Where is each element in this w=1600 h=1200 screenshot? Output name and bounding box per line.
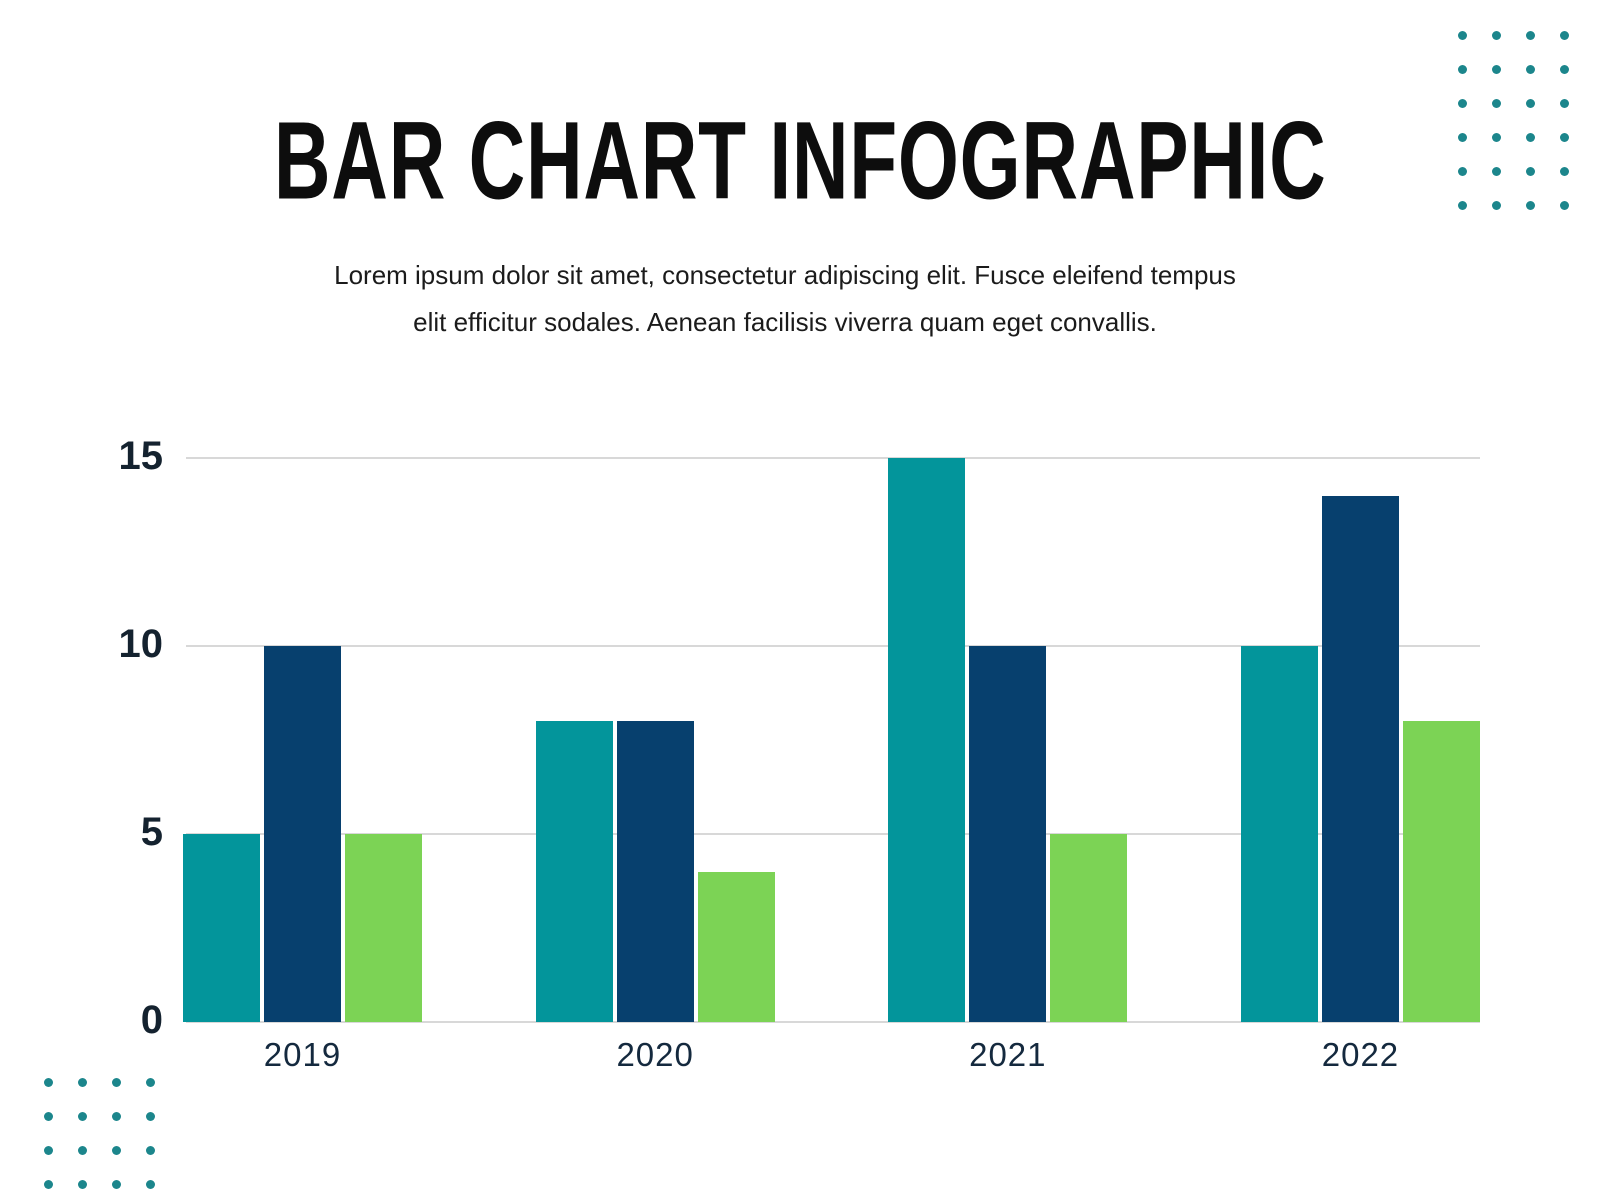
bar-group-2022 (1240, 458, 1480, 1022)
decor-dot (78, 1146, 87, 1155)
dot-grid-bottom-left (44, 1078, 155, 1189)
bar-green-series-2020 (697, 871, 775, 1022)
bar-navy-series-2019 (264, 646, 341, 1022)
decor-dot (146, 1146, 155, 1155)
decor-dot (1526, 133, 1535, 142)
decor-dot (146, 1112, 155, 1121)
decor-dot (1458, 133, 1467, 142)
decor-dot (1526, 65, 1535, 74)
y-tick-label-15: 15 (118, 434, 164, 478)
bar-green-series-2021 (1050, 834, 1128, 1022)
decor-dot (1458, 167, 1467, 176)
subtitle-line-2: elit efficitur sodales. Aenean facilisis… (413, 307, 1157, 337)
page-title: BAR CHART INFOGRAPHIC (0, 99, 1600, 223)
decor-dot (1560, 167, 1569, 176)
decor-dot (112, 1146, 121, 1155)
bar-group-2020 (535, 458, 775, 1022)
decor-dot (1560, 31, 1569, 40)
decor-dot (44, 1146, 53, 1155)
page-subtitle: Lorem ipsum dolor sit amet, consectetur … (0, 252, 1570, 346)
y-tick-label-5: 5 (140, 810, 163, 854)
bar-teal-series-2019 (183, 834, 260, 1022)
page-title-text: BAR CHART INFOGRAPHIC (273, 99, 1327, 223)
decor-dot (78, 1180, 87, 1189)
bar-green-series-2019 (345, 834, 422, 1022)
decor-dot (1492, 133, 1501, 142)
decor-dot (1526, 167, 1535, 176)
decor-dot (1526, 99, 1535, 108)
decor-dot (146, 1180, 155, 1189)
bar-teal-series-2021 (888, 458, 966, 1022)
gridline-10 (186, 645, 1480, 647)
decor-dot (112, 1180, 121, 1189)
decor-dot (78, 1078, 87, 1087)
decor-dot (112, 1112, 121, 1121)
dot-grid-top-right (1458, 31, 1569, 210)
decor-dot (1458, 31, 1467, 40)
decor-dot (1492, 65, 1501, 74)
decor-dot (44, 1180, 53, 1189)
decor-dot (1458, 99, 1467, 108)
decor-dot (146, 1078, 155, 1087)
decor-dot (44, 1078, 53, 1087)
bar-group-2021 (888, 458, 1128, 1022)
x-axis-label-2020: 2020 (616, 1036, 694, 1073)
bar-navy-series-2021 (969, 646, 1047, 1022)
x-axis-label-2019: 2019 (263, 1036, 342, 1073)
bar-group-2019 (183, 458, 422, 1022)
decor-dot (1560, 133, 1569, 142)
gridline-5 (186, 833, 1480, 835)
bar-navy-series-2020 (616, 721, 694, 1022)
subtitle-line-1: Lorem ipsum dolor sit amet, consectetur … (334, 260, 1236, 290)
plot-area (183, 457, 1480, 1023)
gridline-15 (186, 457, 1480, 459)
decor-dot (1492, 99, 1501, 108)
bar-navy-series-2022 (1321, 495, 1399, 1022)
decor-dot (1526, 201, 1535, 210)
decor-dot (1560, 201, 1569, 210)
decor-dot (112, 1078, 121, 1087)
decor-dot (78, 1112, 87, 1121)
bar-teal-series-2022 (1240, 646, 1318, 1022)
decor-dot (1560, 65, 1569, 74)
bar-groups (183, 458, 1480, 1022)
decor-dot (1458, 65, 1467, 74)
decor-dot (1492, 167, 1501, 176)
x-axis-labels: 2019 2020 2021 2022 (183, 1036, 1480, 1074)
x-axis-label-2021: 2021 (969, 1036, 1047, 1073)
bar-teal-series-2020 (535, 721, 613, 1022)
decor-dot (1492, 31, 1501, 40)
decor-dot (44, 1112, 53, 1121)
y-tick-label-10: 10 (118, 622, 164, 666)
decor-dot (1492, 201, 1501, 210)
decor-dot (1458, 201, 1467, 210)
decor-dot (1526, 31, 1535, 40)
bar-green-series-2022 (1402, 721, 1480, 1022)
gridline-0 (186, 1021, 1480, 1023)
x-axis-label-2022: 2022 (1321, 1036, 1400, 1073)
y-tick-label-0: 0 (140, 998, 163, 1042)
decor-dot (1560, 99, 1569, 108)
